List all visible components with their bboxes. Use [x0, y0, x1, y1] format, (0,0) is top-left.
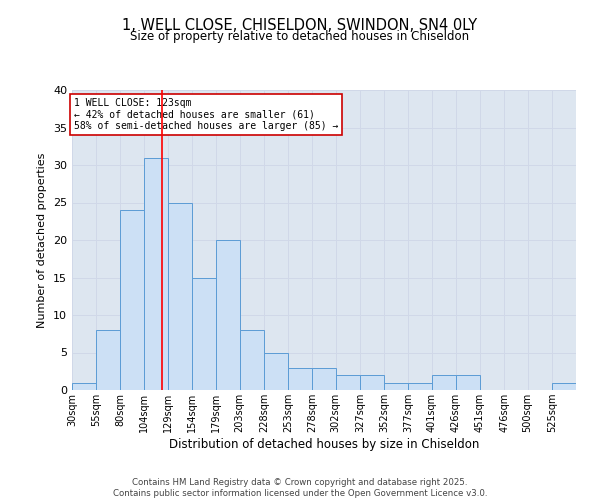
Bar — [335, 375, 360, 390]
Bar — [239, 330, 264, 390]
Bar — [313, 368, 335, 390]
Bar — [192, 278, 217, 390]
Bar — [72, 382, 96, 390]
Bar — [431, 375, 456, 390]
Text: Contains HM Land Registry data © Crown copyright and database right 2025.
Contai: Contains HM Land Registry data © Crown c… — [113, 478, 487, 498]
Bar — [360, 375, 384, 390]
Bar — [384, 382, 409, 390]
Text: 1 WELL CLOSE: 123sqm
← 42% of detached houses are smaller (61)
58% of semi-detac: 1 WELL CLOSE: 123sqm ← 42% of detached h… — [74, 98, 338, 130]
Y-axis label: Number of detached properties: Number of detached properties — [37, 152, 47, 328]
X-axis label: Distribution of detached houses by size in Chiseldon: Distribution of detached houses by size … — [169, 438, 479, 451]
Bar — [456, 375, 480, 390]
Bar — [121, 210, 144, 390]
Bar — [288, 368, 313, 390]
Bar — [409, 382, 431, 390]
Bar — [144, 158, 168, 390]
Bar — [264, 352, 288, 390]
Bar — [217, 240, 239, 390]
Bar — [168, 202, 192, 390]
Bar — [96, 330, 121, 390]
Text: Size of property relative to detached houses in Chiseldon: Size of property relative to detached ho… — [130, 30, 470, 43]
Text: 1, WELL CLOSE, CHISELDON, SWINDON, SN4 0LY: 1, WELL CLOSE, CHISELDON, SWINDON, SN4 0… — [122, 18, 478, 32]
Bar — [552, 382, 576, 390]
